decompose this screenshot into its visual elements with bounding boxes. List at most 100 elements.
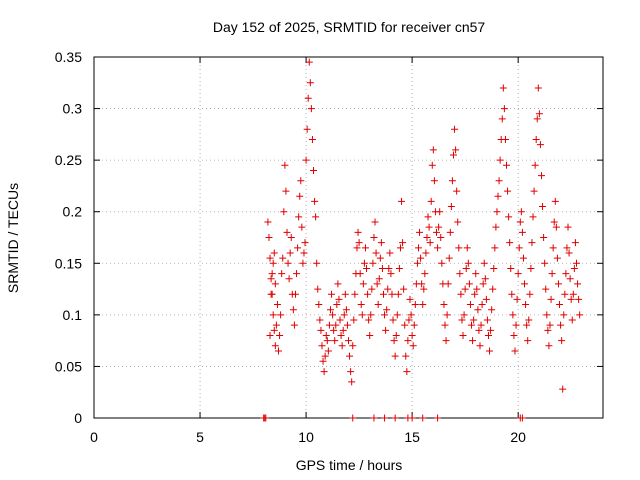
data-point [400, 285, 408, 293]
data-point [404, 337, 412, 345]
data-point [499, 84, 507, 92]
data-point [322, 331, 330, 339]
data-point [449, 151, 457, 159]
data-point [484, 331, 492, 339]
data-point [445, 254, 453, 262]
data-point [303, 125, 311, 133]
data-point [370, 414, 378, 422]
data-point [312, 213, 320, 221]
data-point [411, 301, 419, 309]
data-point [480, 259, 488, 267]
data-point [336, 316, 344, 324]
data-point [536, 141, 544, 149]
data-point [529, 213, 537, 221]
data-point [458, 316, 466, 324]
data-point [478, 301, 486, 309]
data-point [282, 187, 290, 195]
data-point [266, 254, 274, 262]
data-point [409, 342, 417, 350]
data-point [468, 321, 476, 329]
data-point [326, 306, 334, 314]
data-point [391, 414, 399, 422]
data-point [338, 342, 346, 350]
data-point [313, 259, 321, 267]
data-point [440, 301, 448, 309]
data-point [429, 146, 437, 154]
data-point [375, 275, 383, 283]
data-point [363, 264, 371, 272]
data-point [347, 368, 355, 376]
data-point [262, 414, 270, 422]
data-point [273, 301, 281, 309]
data-point [562, 270, 570, 278]
data-point [269, 259, 277, 267]
y-tick-label: 0.05 [55, 358, 82, 374]
data-point [343, 321, 351, 329]
data-point [507, 264, 515, 272]
data-point [329, 311, 337, 319]
data-point [271, 342, 279, 350]
data-point [541, 259, 549, 267]
data-point [568, 316, 576, 324]
data-point [393, 311, 401, 319]
y-tick-label: 0.1 [63, 307, 83, 323]
data-point [310, 166, 318, 174]
data-point [413, 259, 421, 267]
data-point [337, 331, 345, 339]
y-tick-label: 0.3 [63, 101, 83, 117]
data-point [398, 197, 406, 205]
data-point [542, 285, 550, 293]
data-point [296, 192, 304, 200]
data-point [457, 290, 465, 298]
data-point [281, 161, 289, 169]
data-point [518, 414, 526, 422]
data-point [472, 270, 480, 278]
data-point [305, 58, 313, 66]
data-point [366, 331, 374, 339]
data-point [377, 239, 385, 247]
data-point [492, 223, 500, 231]
data-point [315, 301, 323, 309]
data-point [403, 368, 411, 376]
x-tick-label: 10 [298, 429, 314, 445]
data-point [505, 213, 513, 221]
data-point [271, 280, 279, 288]
data-point [546, 321, 554, 329]
data-point [475, 326, 483, 334]
data-point [479, 280, 487, 288]
data-point [401, 321, 409, 329]
data-point [287, 234, 295, 241]
data-point [561, 290, 569, 298]
data-point [498, 115, 506, 123]
data-point [509, 311, 517, 319]
y-tick-label: 0.25 [55, 152, 82, 168]
data-point [438, 259, 446, 267]
data-point [574, 280, 582, 288]
data-point [483, 316, 491, 324]
data-point [355, 239, 363, 247]
data-point [307, 105, 315, 113]
data-point [428, 161, 436, 169]
data-point [554, 280, 562, 288]
data-point [425, 223, 433, 231]
x-tick-label: 20 [510, 429, 526, 445]
y-tick-label: 0.15 [55, 255, 82, 271]
data-point [318, 342, 326, 350]
data-point [419, 301, 427, 309]
data-point [544, 326, 552, 334]
data-point [482, 295, 490, 303]
data-point [423, 234, 431, 241]
x-tick-label: 0 [90, 429, 98, 445]
data-point [317, 326, 325, 334]
data-point [360, 259, 368, 267]
data-point [513, 295, 521, 303]
data-point [333, 301, 341, 309]
data-point [473, 285, 481, 293]
data-point [504, 187, 512, 195]
data-point [383, 306, 391, 314]
data-point [289, 306, 297, 314]
data-point [496, 156, 504, 164]
data-point [461, 285, 469, 293]
y-tick-label: 0.2 [63, 204, 83, 220]
